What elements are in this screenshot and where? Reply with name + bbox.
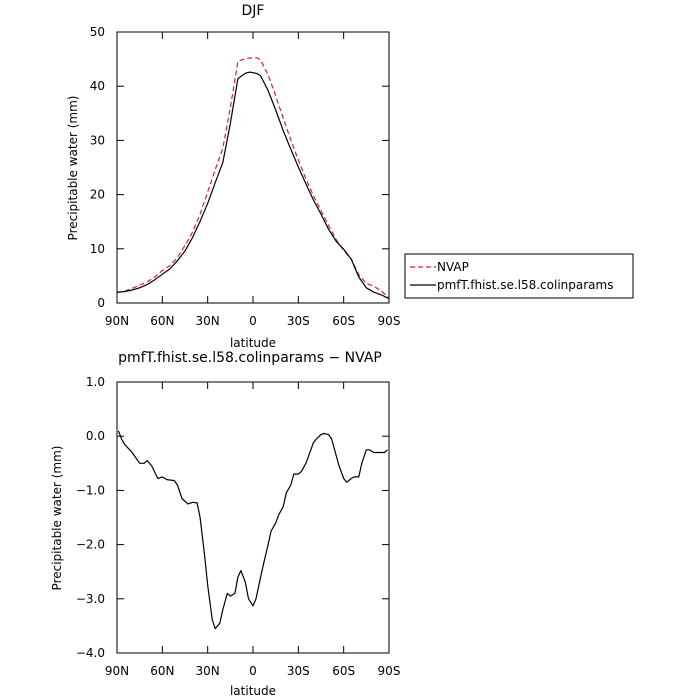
top-x-tick-label: 60N <box>150 314 174 328</box>
bottom-x-tick-label: 0 <box>249 664 257 678</box>
top-series-line-0 <box>116 57 390 299</box>
top-x-tick-label: 0 <box>249 314 257 328</box>
bottom-series-line-0 <box>117 430 388 630</box>
bottom-y-tick-label: −4.0 <box>76 646 105 660</box>
top-series-line-1 <box>116 71 390 300</box>
bottom-x-tick-label: 30S <box>287 664 310 678</box>
top-x-tick-label: 30S <box>287 314 310 328</box>
top-x-tick-label: 90N <box>105 314 129 328</box>
top-y-tick-label: 10 <box>90 242 105 256</box>
bottom-y-tick-label: −2.0 <box>76 538 105 552</box>
bottom-x-tick-label: 90N <box>105 664 129 678</box>
top-series-lines <box>116 57 390 300</box>
bottom-chart-title: pmfT.fhist.se.l58.colinparams − NVAP <box>118 350 382 366</box>
bottom-plot-frame <box>116 381 390 654</box>
bottom-y-axis: 1.0 0.0 −1.0 −2.0 −3.0 −4.0 <box>76 375 389 660</box>
top-y-axis-label: Precipitable water (mm) <box>66 96 80 241</box>
bottom-x-tick-label: 30N <box>196 664 220 678</box>
bottom-y-tick-label: −3.0 <box>76 592 105 606</box>
top-y-tick-label: 0 <box>97 296 105 310</box>
top-x-tick-label: 30N <box>196 314 220 328</box>
top-y-axis: 0 10 20 30 40 50 <box>90 25 389 310</box>
bottom-y-tick-label: −1.0 <box>76 483 105 497</box>
top-x-axis-label: latitude <box>230 336 276 350</box>
bottom-x-axis: 90N 60N 30N 0 30S 60S 90S <box>105 382 401 678</box>
top-y-tick-label: 50 <box>90 25 105 39</box>
top-y-tick-label: 30 <box>90 133 105 147</box>
bottom-y-tick-label: 0.0 <box>86 429 105 443</box>
top-y-tick-label: 40 <box>90 79 105 93</box>
bottom-x-tick-label: 90S <box>378 664 401 678</box>
top-x-tick-label: 90S <box>378 314 401 328</box>
top-x-tick-label: 60S <box>332 314 355 328</box>
bottom-x-axis-label: latitude <box>230 684 276 698</box>
legend: NVAP pmfT.fhist.se.l58.colinparams <box>404 253 634 299</box>
bottom-series-lines <box>117 430 388 630</box>
bottom-chart: pmfT.fhist.se.l58.colinparams − NVAP 1.0… <box>50 350 400 698</box>
top-chart: DJF 0 10 20 30 40 50 90N 60N 30N 0 30S 60S 90S lati… <box>66 3 634 350</box>
bottom-y-axis-label: Precipitable water (mm) <box>50 446 64 591</box>
legend-nvap-label: NVAP <box>437 260 469 274</box>
bottom-x-tick-label: 60S <box>332 664 355 678</box>
top-chart-title: DJF <box>242 3 265 19</box>
legend-model-label: pmfT.fhist.se.l58.colinparams <box>437 278 613 292</box>
top-y-tick-label: 20 <box>90 188 105 202</box>
bottom-x-tick-label: 60N <box>150 664 174 678</box>
legend-box <box>404 253 634 299</box>
top-x-axis: 90N 60N 30N 0 30S 60S 90S <box>105 32 401 328</box>
bottom-y-tick-label: 1.0 <box>86 375 105 389</box>
